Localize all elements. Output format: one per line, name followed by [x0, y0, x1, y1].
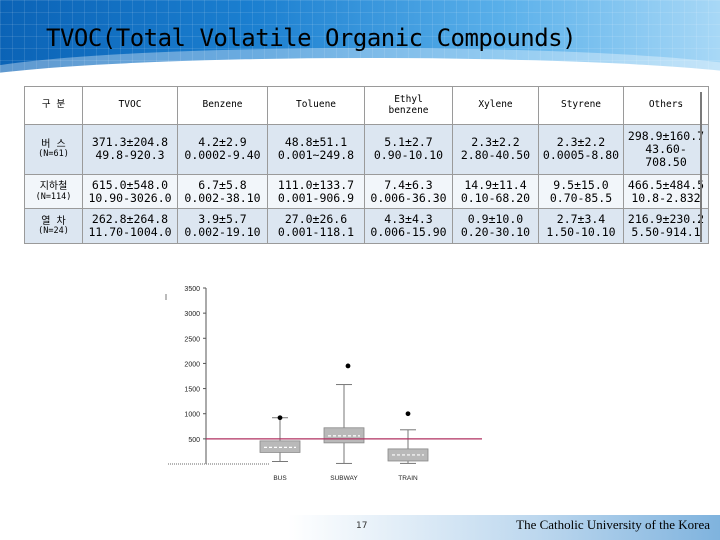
header-swoosh-white [0, 58, 720, 78]
header-cell-toluene: Toluene [267, 86, 365, 125]
table-cell: 0.9±10.0 0.20-30.10 [452, 208, 539, 244]
row-sample-size: (N=24) [38, 226, 69, 237]
page-number: 17 [356, 521, 368, 531]
x-category-label: TRAIN [398, 475, 418, 482]
y-tick-label: 1000 [184, 412, 200, 419]
y-tick-label: 1500 [184, 387, 200, 394]
table-cell: 27.0±26.6 0.001-118.1 [267, 208, 365, 244]
footer-bar [0, 515, 720, 540]
box-outlier [345, 363, 351, 369]
table-cell: 4.3±4.3 0.006-15.90 [364, 208, 453, 244]
header-cell-category: 구 분 [24, 86, 83, 125]
header-cell-tvoc: TVOC [82, 86, 178, 125]
table-cell: 5.1±2.7 0.90-10.10 [364, 124, 453, 175]
x-category-label: BUS [273, 475, 287, 482]
table-cell: 216.9±230.2 5.50-914.1 [623, 208, 709, 244]
y-tick-label: 500 [188, 437, 200, 444]
row-sample-size: (N=61) [38, 149, 69, 160]
slide-title: TVOC(Total Volatile Organic Compounds) [46, 24, 577, 52]
table-cell: 4.2±2.9 0.0002-9.40 [177, 124, 268, 175]
table-cell: 3.9±5.7 0.002-19.10 [177, 208, 268, 244]
table-cell: 2.3±2.2 0.0005-8.80 [538, 124, 624, 175]
table-cell: 298.9±160.7 43.60- 708.50 [623, 124, 709, 175]
y-tick-label: 2500 [184, 336, 200, 343]
table-cell: 48.8±51.1 0.001~249.8 [267, 124, 365, 175]
table-cell: 466.5±484.5 10.8-2.832 [623, 173, 709, 210]
table-cell: 14.9±11.4 0.10-68.20 [452, 173, 539, 210]
table-cell: 615.0±548.0 10.90-3026.0 [82, 173, 178, 210]
header-cell-ethylbenzene: Ethyl benzene [364, 86, 453, 125]
y-tick-label: 3500 [184, 286, 200, 293]
y-tick-label: 2000 [184, 361, 200, 368]
y-tick-label: 3000 [184, 311, 200, 318]
tvoc-table: 구 분 TVOC Benzene Toluene Ethyl benzene X… [24, 86, 709, 244]
box-body [259, 440, 301, 453]
row-sample-size: (N=114) [35, 191, 72, 202]
row-category-name: 버 스 [41, 138, 66, 150]
table-cell: 2.7±3.4 1.50-10.10 [538, 208, 624, 244]
table-cell: 111.0±133.7 0.001-906.9 [267, 173, 365, 210]
row-category-cell: 버 스 (N=61) [24, 124, 83, 175]
table-cell: 7.4±6.3 0.006-36.30 [364, 173, 453, 210]
table-row: 버 스 (N=61) 371.3±204.8 49.8-920.3 4.2±2.9 0… [24, 124, 709, 175]
table-cell: 9.5±15.0 0.70-85.5 [538, 173, 624, 210]
tvoc-boxplot: 3500 3000 2500 2000 1500 1000 500 BUS SUBWAY TRAI… [165, 286, 482, 482]
row-category-cell: 열 차 (N=24) [24, 208, 83, 244]
header-cell-others: Others [623, 86, 709, 125]
header-band [0, 0, 720, 78]
table-right-rule [700, 92, 702, 242]
header-cell-styrene: Styrene [538, 86, 624, 125]
header-cell-xylene: Xylene [452, 86, 539, 125]
table-header-row: 구 분 TVOC Benzene Toluene Ethyl benzene X… [24, 86, 709, 125]
row-category-cell: 지하철 (N=114) [24, 173, 83, 210]
table-cell: 262.8±264.8 11.70-1004.0 [82, 208, 178, 244]
footer-institution: The Catholic University of the Korea [516, 517, 710, 532]
table-row: 지하철 (N=114) 615.0±548.0 10.90-3026.0 6.7±5.… [24, 173, 709, 210]
table-row: 열 차 (N=24) 262.8±264.8 11.70-1004.0 3.9±5.7… [24, 208, 709, 244]
table-cell: 2.3±2.2 2.80-40.50 [452, 124, 539, 175]
box-outlier [405, 411, 411, 417]
table-cell: 371.3±204.8 49.8-920.3 [82, 124, 178, 175]
row-category-name: 지하철 [39, 181, 68, 193]
x-category-label: SUBWAY [330, 475, 358, 482]
row-category-name: 열 차 [41, 215, 66, 227]
table-cell: 6.7±5.8 0.002-38.10 [177, 173, 268, 210]
box-outlier [277, 415, 283, 421]
header-cell-benzene: Benzene [177, 86, 268, 125]
